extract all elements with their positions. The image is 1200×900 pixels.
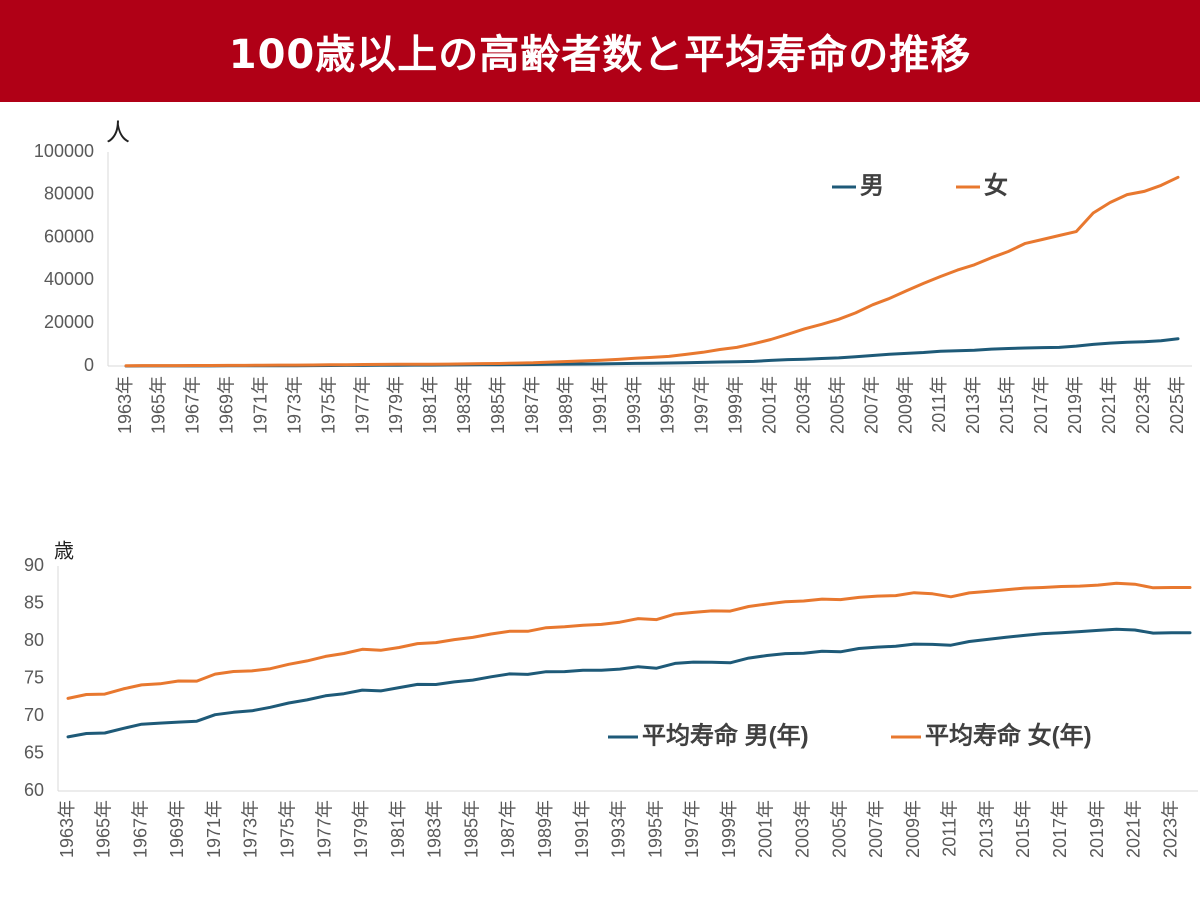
top-y-tick-label: 40000 — [44, 269, 94, 289]
bottom-legend-label-2: 平均寿命 女(年) — [925, 721, 1092, 749]
bottom-x-tick-label: 1979年 — [351, 800, 371, 858]
bottom-x-tick-label: 2015年 — [1013, 800, 1033, 858]
bottom-x-tick-label: 2009年 — [903, 800, 923, 858]
bottom-series-line-1 — [66, 627, 1192, 739]
bottom-x-tick-label: 2007年 — [866, 800, 886, 858]
bottom-x-tick-label: 1989年 — [535, 800, 555, 858]
top-x-tick-label: 1979年 — [386, 376, 406, 434]
bottom-y-tick-label: 90 — [24, 555, 44, 575]
top-x-tick-label: 2017年 — [1031, 376, 1051, 434]
bottom-x-tick-label: 1991年 — [572, 800, 592, 858]
bottom-x-tick-label: 2021年 — [1124, 800, 1144, 858]
top-x-tick-label: 1987年 — [522, 376, 542, 434]
top-x-tick-label: 1999年 — [726, 376, 746, 434]
top-x-tick-label: 1963年 — [115, 376, 135, 434]
top-x-tick-label: 2015年 — [997, 376, 1017, 434]
bottom-x-tick-label: 2013年 — [976, 800, 996, 858]
bottom-y-tick-label: 65 — [24, 742, 44, 762]
top-x-tick-label: 2025年 — [1167, 376, 1187, 434]
page-title: 100歳以上の高齢者数と平均寿命の推移 — [228, 32, 972, 78]
bottom-y-tick-label: 85 — [24, 592, 44, 612]
top-y-tick-label: 80000 — [44, 184, 94, 204]
top-x-tick-label: 1977年 — [352, 376, 372, 434]
bottom-legend-label-1: 平均寿命 男(年) — [642, 721, 809, 749]
bottom-y-tick-label: 60 — [24, 780, 44, 800]
bottom-x-tick-label: 1983年 — [425, 800, 445, 858]
top-x-tick-label: 2013年 — [963, 376, 983, 434]
bottom-x-tick-label: 2005年 — [829, 800, 849, 858]
elderly-100-chart: 人 0 20000 40000 60000 80000 100000 1963年 1965年 19… — [34, 119, 1192, 434]
top-x-tick-label: 2009年 — [895, 376, 915, 434]
top-x-tick-label: 1971年 — [250, 376, 270, 434]
bottom-y-tick-label: 70 — [24, 705, 44, 725]
bottom-x-tick-label: 1987年 — [498, 800, 518, 858]
bottom-x-tick-label: 1985年 — [461, 800, 481, 858]
bottom-x-tick-label: 2023年 — [1160, 800, 1180, 858]
bottom-x-tick-label: 2019年 — [1087, 800, 1107, 858]
top-x-tick-label: 1969年 — [217, 376, 237, 434]
top-x-tick-label: 2023年 — [1133, 376, 1153, 434]
top-x-tick-label: 2011年 — [929, 376, 949, 433]
top-x-tick-label: 2007年 — [861, 376, 881, 434]
top-series-line-2 — [124, 175, 1180, 368]
bottom-x-tick-label: 1997年 — [682, 800, 702, 858]
top-x-tick-label: 1973年 — [284, 376, 304, 434]
top-x-tick-label: 1983年 — [454, 376, 474, 434]
bottom-x-tick-label: 2001年 — [756, 800, 776, 858]
bottom-x-tick-label: 2017年 — [1050, 800, 1070, 858]
top-x-tick-label: 1985年 — [488, 376, 508, 434]
bottom-x-tick-label: 1995年 — [645, 800, 665, 858]
top-y-tick-label: 0 — [84, 355, 94, 375]
bottom-x-tick-label: 2003年 — [792, 800, 812, 858]
title-banner: 100歳以上の高齢者数と平均寿命の推移 — [0, 0, 1200, 102]
bottom-x-tick-label: 1965年 — [94, 800, 114, 858]
top-x-tick-label: 2001年 — [760, 376, 780, 434]
top-x-tick-label: 2021年 — [1099, 376, 1119, 434]
top-x-tick-label: 1981年 — [420, 376, 440, 434]
top-x-tick-label: 1997年 — [692, 376, 712, 434]
top-x-tick-label: 1991年 — [590, 376, 610, 434]
top-unit-label: 人 — [106, 119, 130, 146]
top-x-tick-label: 2005年 — [827, 376, 847, 434]
bottom-x-tick-label: 1969年 — [167, 800, 187, 858]
bottom-x-tick-label: 1999年 — [719, 800, 739, 858]
top-legend-label-2: 女 — [984, 171, 1008, 199]
bottom-x-tick-label: 1963年 — [57, 800, 77, 858]
bottom-y-tick-label: 75 — [24, 667, 44, 687]
top-x-tick-label: 2019年 — [1065, 376, 1085, 434]
top-x-tick-label: 1993年 — [624, 376, 644, 434]
bottom-x-tick-label: 2011年 — [940, 800, 960, 857]
top-series-line-1 — [124, 337, 1180, 368]
bottom-y-tick-label: 80 — [24, 630, 44, 650]
bottom-x-tick-label: 1975年 — [277, 800, 297, 858]
top-x-tick-label: 1975年 — [318, 376, 338, 434]
top-x-tick-label: 1995年 — [658, 376, 678, 434]
bottom-unit-label: 歳 — [54, 539, 74, 562]
bottom-x-tick-label: 1967年 — [130, 800, 150, 858]
top-y-tick-label: 20000 — [44, 312, 94, 332]
top-legend-label-1: 男 — [860, 172, 884, 199]
top-x-tick-label: 2003年 — [793, 376, 813, 434]
bottom-x-tick-label: 1981年 — [388, 800, 408, 858]
bottom-x-tick-label: 1993年 — [609, 800, 629, 858]
bottom-x-tick-label: 1971年 — [204, 800, 224, 858]
life-expectancy-chart: 歳 60 65 70 75 80 85 90 1963年 1965年 1967年 1969年 1971年… — [24, 539, 1198, 858]
top-x-tick-label: 1989年 — [556, 376, 576, 434]
bottom-x-tick-label: 1973年 — [241, 800, 261, 858]
top-x-tick-label: 1967年 — [183, 376, 203, 434]
top-y-tick-label: 60000 — [44, 226, 94, 246]
top-x-tick-label: 1965年 — [149, 376, 169, 434]
bottom-x-tick-label: 1977年 — [314, 800, 334, 858]
bottom-series-line-2 — [66, 581, 1192, 700]
top-y-tick-label: 100000 — [34, 141, 94, 161]
